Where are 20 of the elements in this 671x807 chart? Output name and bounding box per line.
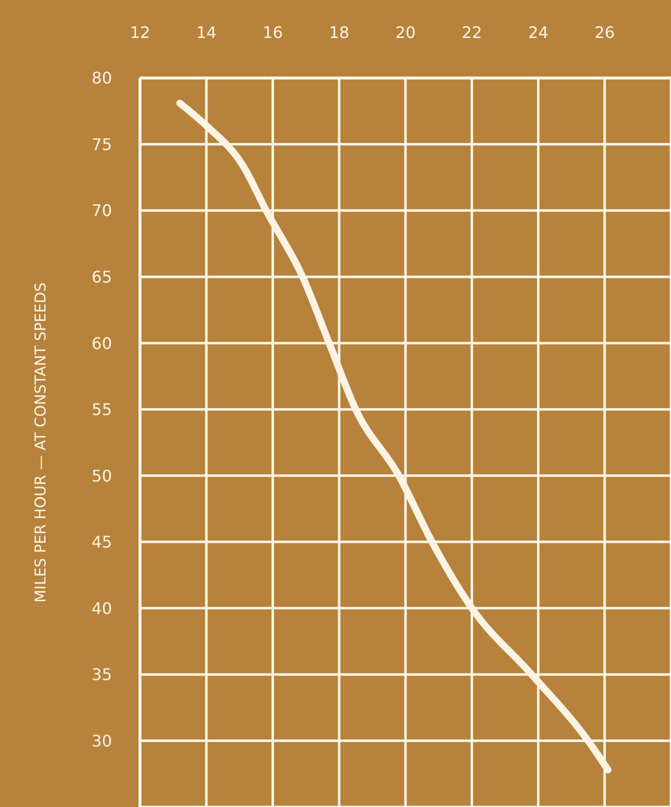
y-tick-label: 50: [92, 466, 112, 486]
y-tick-label: 40: [92, 598, 112, 618]
y-tick-label: 70: [92, 201, 112, 220]
y-tick-label: 55: [92, 400, 112, 420]
x-tick-label: 26: [594, 23, 615, 42]
y-tick-label: 30: [92, 731, 112, 750]
x-tick-label: 14: [196, 23, 217, 42]
x-tick-label: 22: [462, 23, 482, 42]
y-tick-label: 65: [92, 268, 112, 286]
y-axis-title: MILES PER HOUR — AT CONSTANT SPEEDS: [31, 282, 50, 603]
x-tick-label: 24: [528, 23, 548, 42]
y-tick-label: 60: [92, 334, 112, 353]
x-tick-label: 18: [328, 23, 350, 42]
x-tick-label: 20: [395, 23, 416, 42]
y-tick-label: 35: [92, 665, 112, 684]
y-tick-label: 45: [92, 532, 112, 552]
y-tick-label: 75: [92, 134, 112, 154]
x-tick-label: 12: [130, 23, 150, 42]
y-tick-label: 80: [92, 68, 112, 88]
x-tick-label: 16: [262, 23, 283, 42]
